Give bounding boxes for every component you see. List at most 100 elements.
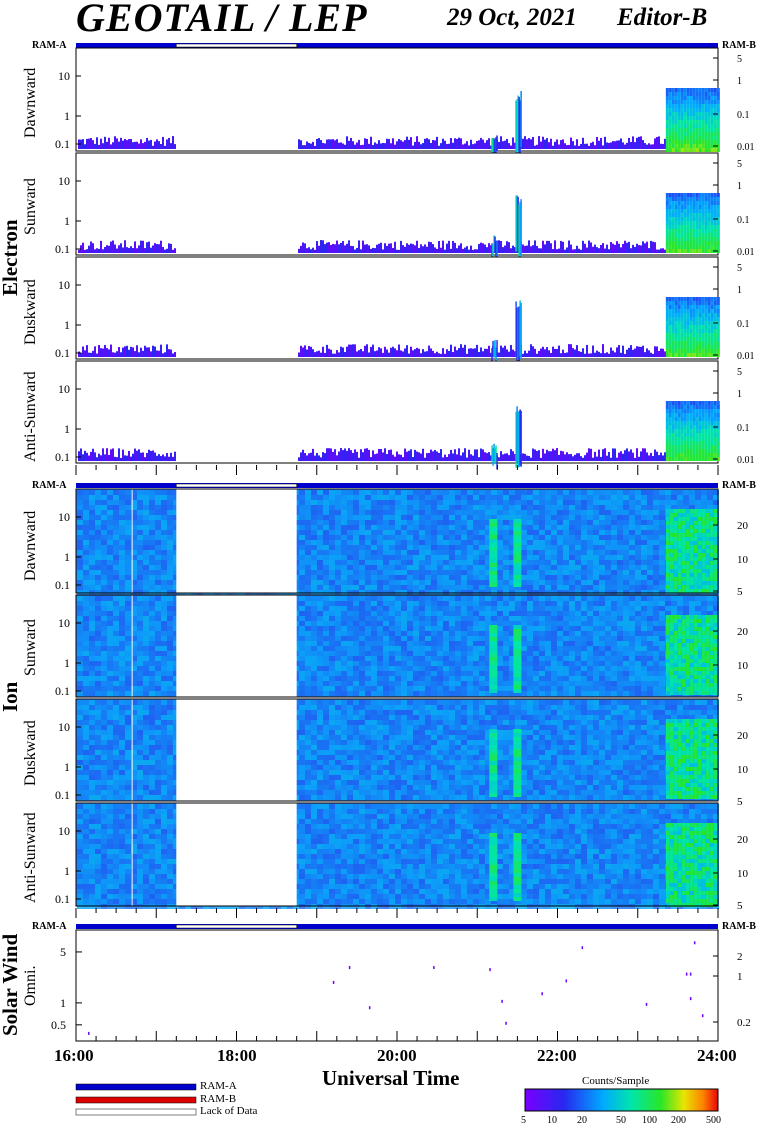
ion-texture-cell <box>473 550 479 555</box>
ion-texture-cell <box>473 575 479 580</box>
ion-texture-cell <box>593 565 599 570</box>
electron-flux-cell <box>698 237 702 241</box>
electron-noise-cell <box>386 454 388 461</box>
electron-noise-cell <box>340 448 342 461</box>
electron-flux-cell <box>707 421 711 425</box>
ion-texture-cell <box>137 515 143 520</box>
ion-texture-cell <box>107 651 113 656</box>
ion-texture-cell <box>461 490 467 495</box>
electron-flux-cell <box>665 457 669 461</box>
ion-texture-cell <box>149 510 155 515</box>
ion-texture-cell <box>503 520 509 525</box>
electron-flux-cell <box>698 437 702 441</box>
electron-burst-cell <box>518 306 520 363</box>
ion-texture-cell <box>155 530 161 535</box>
electron-flux-cell <box>698 345 702 349</box>
electron-flux-cell <box>671 197 675 201</box>
ion-texture-cell <box>107 656 113 661</box>
electron-flux-cell <box>695 213 699 217</box>
ion-texture-cell <box>125 580 131 585</box>
ion-texture-cell <box>143 525 149 530</box>
ion-texture-cell <box>335 580 341 585</box>
ion-texture-cell <box>473 500 479 505</box>
electron-flux-cell <box>689 197 693 201</box>
ion-flux-cell <box>697 525 702 529</box>
electron-noise-cell <box>428 139 430 149</box>
ion-texture-cell <box>143 570 149 575</box>
electron-flux-cell <box>695 417 699 421</box>
electron-flux-cell <box>677 413 681 417</box>
electron-flux-cell <box>704 120 708 124</box>
ion-texture-cell <box>143 530 149 535</box>
ion-texture-cell <box>479 550 485 555</box>
ion-texture-cell <box>131 530 137 535</box>
ion-texture-cell <box>107 510 113 515</box>
ion-texture-cell <box>647 570 653 575</box>
electron-flux-cell <box>713 148 717 152</box>
electron-flux-cell <box>683 353 687 357</box>
ion-texture-cell <box>605 565 611 570</box>
ion-texture-cell <box>503 540 509 545</box>
electron-noise-cell <box>504 245 506 253</box>
ion-flux-cell <box>709 553 714 557</box>
electron-flux-cell <box>692 449 696 453</box>
ion-texture-cell <box>623 535 629 540</box>
electron-noise-cell <box>500 451 502 461</box>
ion-flux-cell <box>693 537 698 541</box>
electron-noise-cell <box>144 248 146 253</box>
electron-flux-cell <box>671 104 675 108</box>
electron-flux-cell <box>710 333 714 337</box>
ion-texture-cell <box>491 515 497 520</box>
ion-texture-cell <box>449 560 455 565</box>
ion-texture-cell <box>353 555 359 560</box>
ion-texture-cell <box>119 545 125 550</box>
ion-texture-cell <box>545 540 551 545</box>
electron-noise-cell <box>564 143 566 149</box>
electron-flux-cell <box>665 409 669 413</box>
ion-texture-cell <box>479 580 485 585</box>
electron-noise-cell <box>346 450 348 461</box>
ion-texture-cell <box>77 495 83 500</box>
electron-noise-cell <box>422 448 424 461</box>
ion-texture-cell <box>305 585 311 590</box>
ion-flux-cell <box>693 565 698 569</box>
ion-texture-cell <box>647 525 653 530</box>
electron-flux-cell <box>695 313 699 317</box>
ion-texture-cell <box>659 520 665 525</box>
ion-burst-cell <box>513 547 522 551</box>
ion-texture-cell <box>509 525 515 530</box>
ion-texture-cell <box>641 585 647 590</box>
ion-texture-cell <box>137 681 143 686</box>
electron-noise-cell <box>116 351 118 357</box>
electron-noise-cell <box>90 241 92 253</box>
ion-texture-cell <box>503 560 509 565</box>
ion-texture-cell <box>395 585 401 590</box>
electron-flux-cell <box>692 237 696 241</box>
ion-flux-cell <box>697 585 702 589</box>
ion-texture-cell <box>503 530 509 535</box>
ion-texture-cell <box>371 515 377 520</box>
electron-noise-cell <box>498 141 500 149</box>
ion-texture-cell <box>155 626 161 631</box>
electron-noise-cell <box>110 241 112 253</box>
ion-texture-cell <box>107 580 113 585</box>
electron-noise-cell <box>170 243 172 253</box>
electron-flux-cell <box>704 313 708 317</box>
ion-texture-cell <box>641 555 647 560</box>
electron-noise-cell <box>328 348 330 357</box>
ion-texture-cell <box>407 515 413 520</box>
electron-noise-cell <box>392 247 394 253</box>
ion-texture-cell <box>311 490 317 495</box>
ion-texture-cell <box>455 545 461 550</box>
ion-texture-cell <box>89 656 95 661</box>
electron-flux-cell <box>713 100 717 104</box>
ion-texture-cell <box>485 570 491 575</box>
ion-flux-cell <box>713 545 718 549</box>
ion-texture-cell <box>173 530 179 535</box>
ion-texture-cell <box>557 560 563 565</box>
ion-texture-cell <box>563 525 569 530</box>
ion-texture-cell <box>485 545 491 550</box>
ion-texture-cell <box>467 550 473 555</box>
ion-texture-cell <box>143 585 149 590</box>
ion-texture-cell <box>119 681 125 686</box>
